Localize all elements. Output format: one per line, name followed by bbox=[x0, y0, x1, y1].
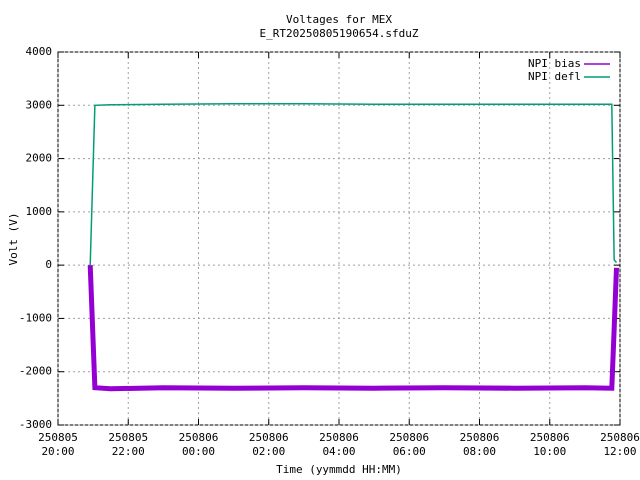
x-tick-date: 250806 bbox=[179, 431, 219, 444]
x-axis-label: Time (yymmdd HH:MM) bbox=[276, 463, 402, 476]
x-tick-time: 04:00 bbox=[322, 445, 355, 458]
chart-title: Voltages for MEX bbox=[286, 13, 392, 26]
x-tick-date: 250806 bbox=[530, 431, 570, 444]
x-tick-time: 22:00 bbox=[112, 445, 145, 458]
y-tick-label: 1000 bbox=[26, 205, 53, 218]
series-line bbox=[89, 102, 618, 266]
y-tick-label: -1000 bbox=[19, 311, 52, 324]
x-tick-time: 12:00 bbox=[603, 445, 636, 458]
x-tick-time: 08:00 bbox=[463, 445, 496, 458]
x-tick-time: 02:00 bbox=[252, 445, 285, 458]
x-tick-time: 10:00 bbox=[533, 445, 566, 458]
x-tick-date: 250806 bbox=[389, 431, 429, 444]
series-line bbox=[87, 265, 619, 392]
y-tick-label: 0 bbox=[45, 258, 52, 271]
x-tick-time: 06:00 bbox=[393, 445, 426, 458]
y-tick-label: 2000 bbox=[26, 152, 53, 165]
legend-label: NPI defl bbox=[528, 70, 581, 83]
x-tick-time: 00:00 bbox=[182, 445, 215, 458]
chart-subtitle: E_RT20250805190654.sfduZ bbox=[260, 27, 419, 40]
y-axis-label: Volt (V) bbox=[7, 213, 20, 266]
y-tick-label: 3000 bbox=[26, 98, 53, 111]
y-tick-label: -2000 bbox=[19, 365, 52, 378]
legend-label: NPI bias bbox=[528, 57, 581, 70]
x-tick-date: 250806 bbox=[600, 431, 640, 444]
x-tick-date: 250806 bbox=[460, 431, 500, 444]
x-tick-date: 250805 bbox=[38, 431, 78, 444]
x-tick-date: 250806 bbox=[249, 431, 289, 444]
x-tick-date: 250806 bbox=[319, 431, 359, 444]
y-tick-label: 4000 bbox=[26, 45, 53, 58]
x-tick-date: 250805 bbox=[108, 431, 148, 444]
x-tick-time: 20:00 bbox=[41, 445, 74, 458]
y-tick-label: -3000 bbox=[19, 418, 52, 431]
